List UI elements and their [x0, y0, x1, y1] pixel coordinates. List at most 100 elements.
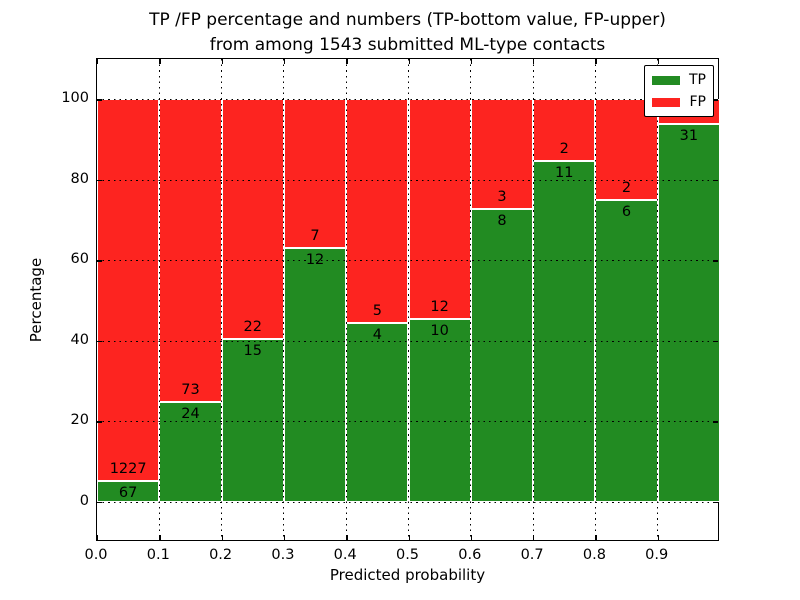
tp-count-label: 12 — [305, 251, 325, 268]
fp-bar-segment — [221, 99, 284, 339]
gridline-vertical — [657, 59, 659, 540]
tick-mark — [346, 535, 348, 540]
tp-count-label: 11 — [555, 165, 574, 182]
legend-label-fp: FP — [689, 94, 707, 110]
tp-bar-segment — [657, 123, 720, 502]
tick-mark — [408, 59, 410, 64]
tp-count-label: 24 — [181, 406, 200, 423]
tp-bar-segment — [346, 322, 409, 502]
tick-mark — [408, 535, 410, 540]
tick-mark — [713, 421, 718, 423]
x-tick-label: 0.6 — [458, 547, 482, 563]
fp-count-label: 2 — [559, 141, 569, 158]
tick-mark — [159, 59, 161, 64]
y-tick-label: 20 — [70, 412, 89, 429]
chart-title-line1: TP /FP percentage and numbers (TP-bottom… — [149, 10, 666, 30]
y-tick-label: 60 — [70, 251, 89, 268]
y-tick-label: 100 — [61, 90, 89, 107]
tick-mark — [159, 535, 161, 540]
tick-mark — [97, 340, 102, 343]
tp-bar-segment — [97, 480, 160, 502]
fp-bar-segment — [346, 99, 409, 323]
legend: TP FP — [644, 65, 714, 117]
fp-count-label: 1227 — [109, 460, 147, 477]
tp-count-label: 31 — [679, 127, 699, 144]
tick-mark — [470, 59, 473, 64]
fp-bar-segment — [159, 99, 222, 403]
fp-bar-segment — [408, 99, 471, 319]
tp-count-label: 6 — [621, 203, 632, 220]
tp-bar-segment — [221, 338, 284, 502]
fp-bar-segment — [97, 99, 160, 481]
gridline-vertical — [470, 59, 472, 540]
chart-title: TP /FP percentage and numbers (TP-bottom… — [96, 8, 719, 58]
y-tick-label: 80 — [70, 170, 89, 187]
tick-mark — [595, 535, 597, 540]
tick-mark — [97, 535, 99, 540]
tick-mark — [657, 59, 660, 64]
tp-bar-segment — [408, 318, 471, 502]
tp-count-label: 8 — [497, 213, 507, 230]
fp-bar-segment — [533, 99, 596, 162]
tp-bar-segment — [533, 161, 596, 502]
legend-item-tp: TP — [652, 72, 706, 88]
tick-mark — [97, 179, 102, 182]
tick-mark — [97, 421, 102, 423]
tick-mark — [97, 260, 102, 262]
legend-label-tp: TP — [689, 72, 706, 88]
x-tick-label: 0.1 — [146, 547, 170, 563]
gridline-horizontal — [97, 179, 718, 181]
tick-mark — [283, 535, 286, 540]
tick-mark — [533, 535, 535, 540]
tick-mark — [470, 535, 473, 540]
x-axis-label: Predicted probability — [329, 566, 486, 584]
gridline-vertical — [594, 59, 596, 540]
legend-swatch-fp-icon — [652, 97, 680, 107]
tp-bar-segment — [283, 247, 347, 502]
fp-count-label: 7 — [310, 227, 320, 244]
tp-count-label: 10 — [430, 322, 449, 339]
tick-mark — [221, 535, 223, 540]
tp-count-label: 4 — [372, 326, 382, 343]
fp-count-label: 2 — [621, 179, 632, 196]
x-tick-label: 0.0 — [84, 547, 108, 563]
tick-mark — [718, 535, 720, 540]
tick-mark — [718, 59, 720, 64]
tick-mark — [713, 179, 718, 182]
tick-mark — [283, 59, 286, 64]
legend-swatch-tp-icon — [652, 75, 680, 85]
gridline-vertical — [345, 59, 347, 540]
gridline-vertical — [221, 59, 223, 540]
tick-mark — [713, 260, 718, 262]
legend-item-fp: FP — [652, 94, 706, 110]
fp-bar-segment — [470, 99, 534, 210]
tick-mark — [713, 501, 718, 504]
y-axis-label: Percentage — [27, 257, 45, 343]
gridline-horizontal — [97, 501, 718, 503]
y-tick-label: 40 — [70, 331, 89, 348]
tick-mark — [221, 59, 223, 64]
fp-count-label: 12 — [430, 298, 449, 315]
tick-mark — [533, 59, 535, 64]
chart-title-line2: from among 1543 submitted ML-type contac… — [209, 35, 606, 55]
x-tick-label: 0.5 — [395, 547, 420, 563]
gridline-vertical — [283, 59, 285, 540]
tick-mark — [346, 59, 348, 64]
plot-area: 122767732422157125412103821126231 — [96, 58, 720, 541]
gridline-horizontal — [97, 340, 718, 342]
fp-bar-segment — [283, 99, 347, 248]
fp-count-label: 22 — [243, 318, 262, 335]
gridline-vertical — [408, 59, 409, 540]
tick-mark — [97, 99, 102, 101]
x-tick-label: 0.4 — [333, 547, 357, 563]
gridline-vertical — [158, 59, 160, 540]
x-tick-label: 0.3 — [271, 547, 295, 563]
tick-mark — [657, 535, 660, 540]
gridline-horizontal — [97, 99, 718, 101]
x-tick-label: 0.2 — [209, 547, 233, 563]
tp-count-label: 67 — [118, 484, 138, 501]
gridline-vertical — [532, 59, 534, 540]
gridline-horizontal — [97, 421, 718, 423]
tp-bar-segment — [595, 199, 658, 502]
